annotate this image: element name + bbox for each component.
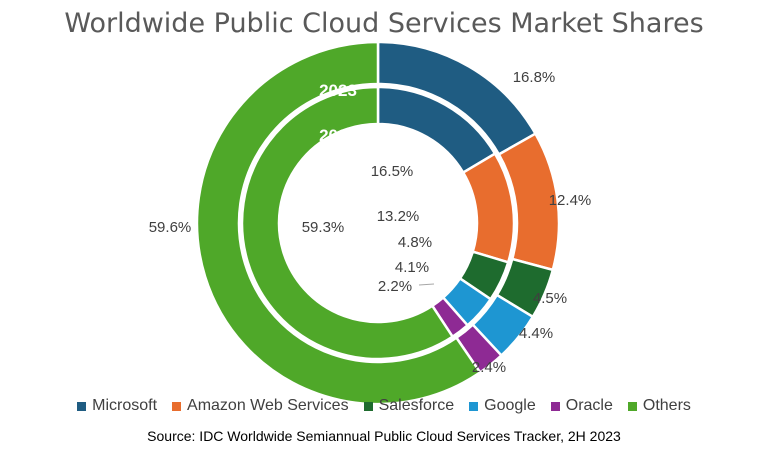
- legend-swatch: [172, 401, 182, 411]
- legend-item-salesforce: Salesforce: [363, 397, 455, 415]
- data-label-2023-amazon-web-services: 12.4%: [549, 192, 592, 209]
- legend-swatch: [77, 401, 87, 411]
- legend-label: Amazon Web Services: [187, 397, 349, 414]
- legend-swatch: [469, 401, 479, 411]
- legend: Microsoft Amazon Web Services Salesforce Go…: [0, 397, 768, 415]
- inner-ring-2022: [240, 85, 516, 361]
- legend-swatch: [550, 401, 560, 411]
- data-label-2022-microsoft: 16.5%: [371, 163, 414, 180]
- slice-2022-others: [240, 85, 455, 361]
- leader-lines: [418, 283, 435, 286]
- data-label-2022-salesforce: 4.8%: [398, 234, 432, 251]
- legend-item-google: Google: [469, 397, 536, 415]
- leader-line-2022-oracle: [418, 283, 435, 286]
- data-label-2023-google: 4.4%: [519, 325, 553, 342]
- data-label-2022-google: 4.1%: [395, 259, 429, 276]
- ring-label-2022: 2022: [319, 126, 357, 145]
- outer-ring-2023: [195, 40, 561, 406]
- chart-title: Worldwide Public Cloud Services Market S…: [64, 8, 704, 39]
- ring-label-2023: 2023: [319, 81, 357, 100]
- data-label-2023-others: 59.6%: [149, 219, 192, 236]
- data-label-2023-salesforce: 4.5%: [533, 290, 567, 307]
- percentage-labels: 16.8% 12.4% 4.5% 4.4% 2.4% 59.6% 16.5% 13.2% 4.8…: [149, 69, 592, 376]
- legend-item-others: Others: [627, 397, 691, 415]
- legend-label: Microsoft: [92, 397, 158, 414]
- legend-item-amazon-web-services: Amazon Web Services: [172, 397, 349, 415]
- legend-label: Google: [484, 397, 536, 414]
- legend-label: Salesforce: [378, 397, 455, 414]
- legend-label: Others: [642, 397, 691, 414]
- data-label-2023-microsoft: 16.8%: [513, 69, 556, 86]
- legend-swatch: [363, 401, 373, 411]
- data-label-2022-amazon-web-services: 13.2%: [377, 208, 420, 225]
- data-label-2023-oracle: 2.4%: [472, 359, 506, 376]
- legend-swatch: [627, 401, 637, 411]
- legend-label: Oracle: [565, 397, 613, 414]
- source-note: Source: IDC Worldwide Semiannual Public …: [147, 428, 621, 444]
- data-label-2022-others: 59.3%: [302, 219, 345, 236]
- slice-2023-others: [195, 40, 482, 406]
- legend-item-microsoft: Microsoft: [77, 397, 157, 415]
- data-label-2022-oracle: 2.2%: [378, 278, 412, 295]
- legend-item-oracle: Oracle: [550, 397, 613, 415]
